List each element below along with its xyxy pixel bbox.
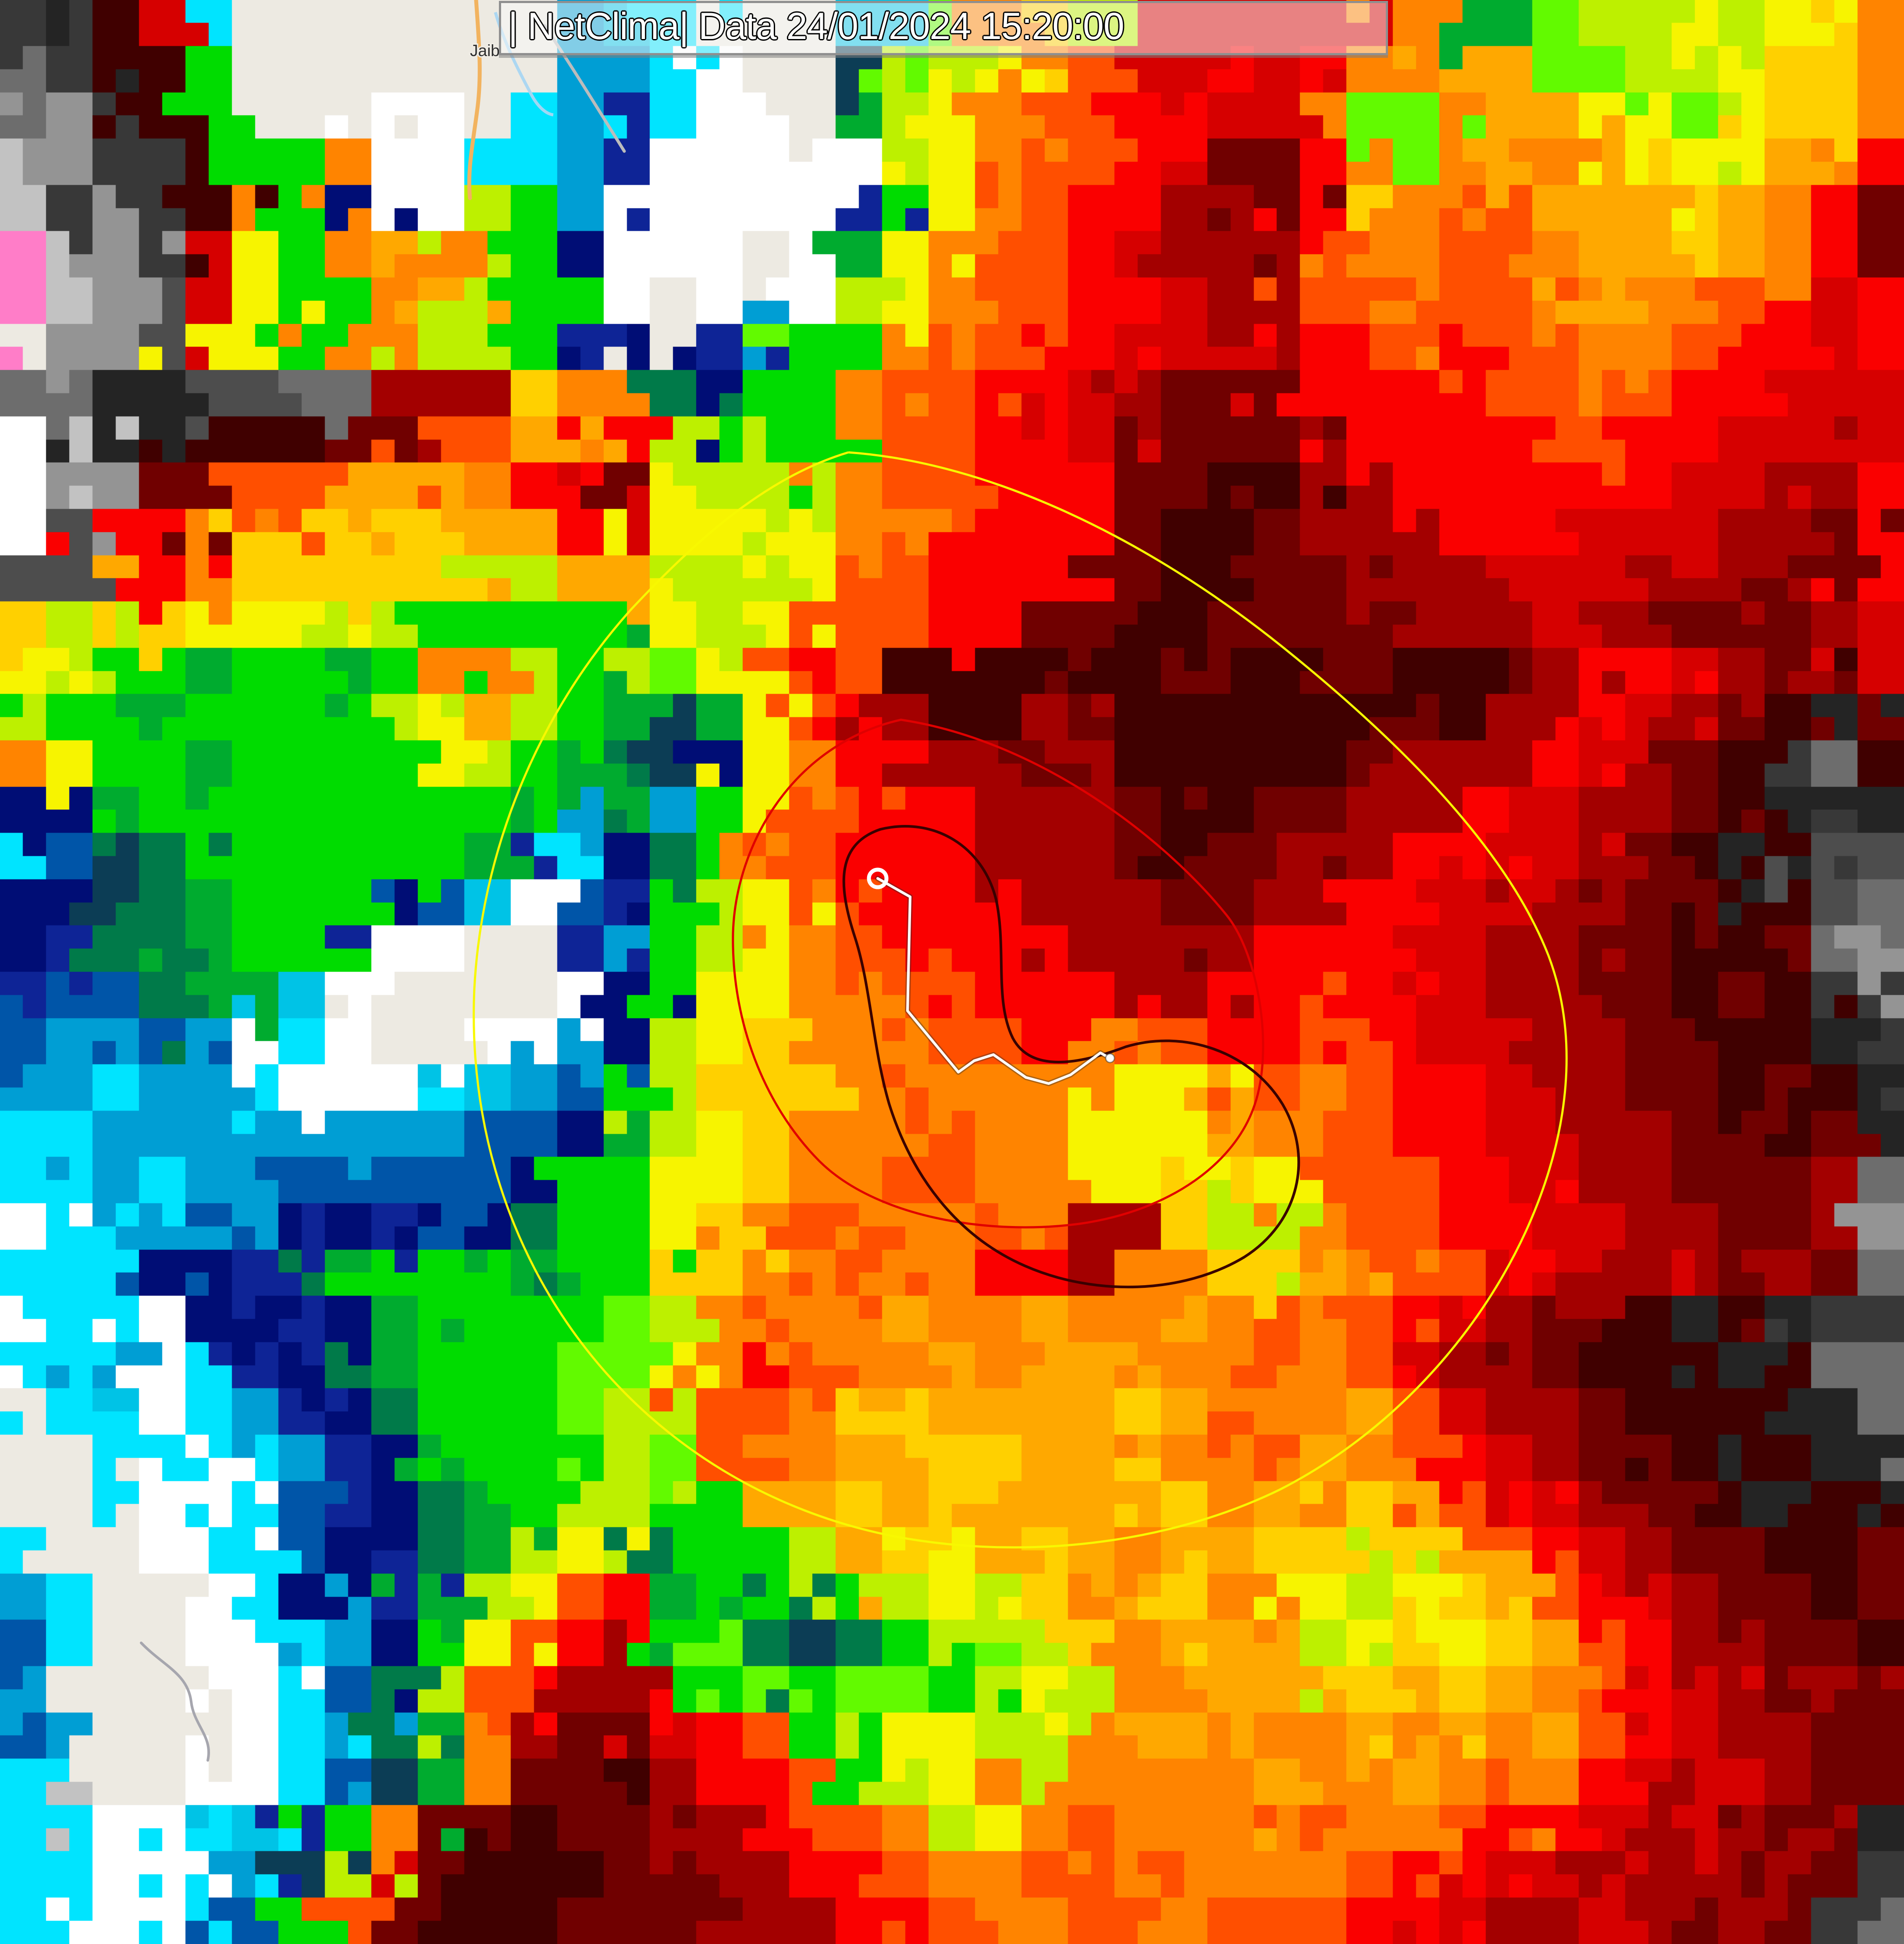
- contour-yellow: [473, 451, 1568, 1549]
- contour-red: [732, 718, 1264, 1229]
- contour-inner-dark: [842, 825, 1300, 1289]
- storm-track-line: [876, 877, 1111, 1085]
- road-gray-2: [140, 1642, 210, 1762]
- titlebar-text: | NetClima| Data 24/01/2024 15:20:00: [508, 5, 1125, 47]
- map-label-jaib: Jaib: [470, 42, 500, 60]
- titlebar: | NetClima| Data 24/01/2024 15:20:00: [499, 1, 1388, 55]
- road-orange: [467, 0, 482, 200]
- storm-track-start-marker: [867, 867, 889, 889]
- storm-track-shadow: [875, 876, 1113, 1086]
- roads-group: [140, 0, 626, 1762]
- storm-track-end-marker: [1105, 1053, 1115, 1063]
